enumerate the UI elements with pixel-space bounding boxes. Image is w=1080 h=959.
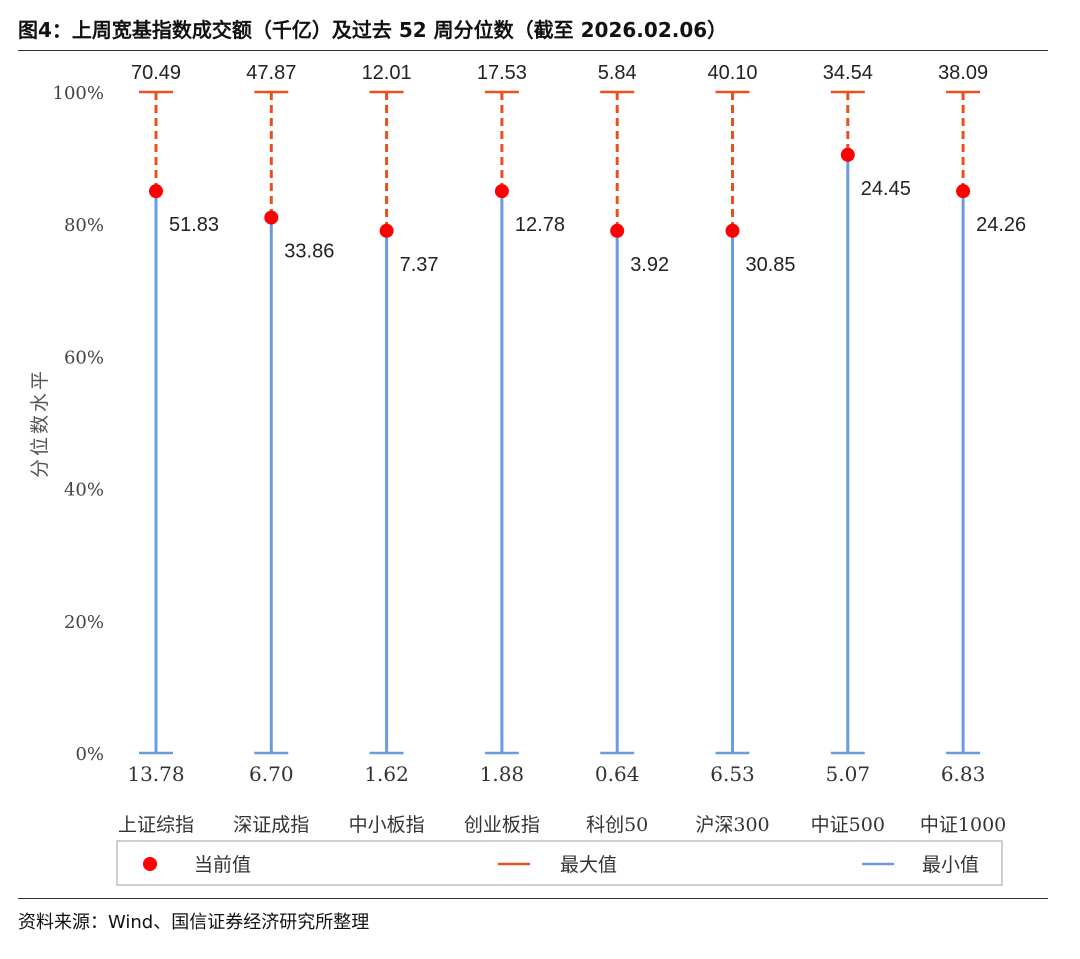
legend-max-label: 最大值 — [560, 854, 617, 876]
category-label: 中证1000 — [920, 814, 1006, 836]
current-value-point — [264, 210, 279, 225]
current-value-label: 30.85 — [746, 254, 796, 276]
labels-group: 70.49 51.83 13.78 上证综指 47.87 33.86 6.70 深证成指 12.… — [118, 62, 1026, 836]
legend-current-marker — [143, 857, 157, 871]
series-group — [139, 90, 981, 755]
current-value-point — [610, 223, 625, 238]
legend-min-label: 最小值 — [922, 854, 979, 876]
max-value-label: 34.54 — [823, 62, 873, 84]
current-value-label: 7.37 — [400, 254, 439, 276]
min-value-label: 6.83 — [941, 762, 986, 786]
category-label: 沪深300 — [695, 814, 769, 836]
current-value-point — [956, 184, 971, 199]
chart-title: 图4：上周宽基指数成交额（千亿）及过去 52 周分位数（截至 2026.02.0… — [18, 18, 728, 42]
max-value-label: 70.49 — [131, 62, 181, 84]
min-value-label: 5.07 — [826, 762, 871, 786]
category-label: 中小板指 — [349, 814, 425, 836]
min-value-label: 1.88 — [480, 762, 525, 786]
current-value-point — [494, 184, 509, 199]
current-value-point — [379, 223, 394, 238]
y-tick-label: 40% — [64, 480, 104, 501]
min-value-label: 13.78 — [127, 762, 184, 786]
current-value-label: 33.86 — [284, 241, 334, 263]
current-value-point — [725, 223, 740, 238]
y-axis-label: 分位数水平 — [29, 368, 51, 478]
category-label: 中证500 — [811, 814, 885, 836]
min-value-label: 0.64 — [595, 762, 640, 786]
source-note: 资料来源：Wind、国信证券经济研究所整理 — [18, 912, 370, 933]
source-rule — [18, 898, 1048, 899]
category-label: 上证综指 — [118, 814, 194, 836]
min-value-label: 1.62 — [364, 762, 409, 786]
min-value-label: 6.70 — [249, 762, 294, 786]
y-tick-label: 60% — [64, 347, 104, 368]
legend-current-label: 当前值 — [194, 854, 251, 876]
min-value-label: 6.53 — [710, 762, 755, 786]
max-value-label: 17.53 — [477, 62, 527, 84]
legend: 当前值 最大值 最小值 — [143, 854, 979, 876]
y-tick-label: 80% — [64, 215, 104, 236]
current-value-label: 24.45 — [861, 178, 911, 200]
max-value-label: 5.84 — [598, 62, 637, 84]
current-value-label: 3.92 — [630, 254, 669, 276]
y-tick-label: 20% — [64, 612, 104, 633]
max-value-label: 47.87 — [246, 62, 296, 84]
max-value-label: 12.01 — [362, 62, 412, 84]
category-label: 科创50 — [586, 814, 648, 836]
current-value-point — [149, 184, 163, 199]
category-label: 创业板指 — [464, 814, 540, 836]
title-rule — [18, 50, 1048, 51]
legend-box — [116, 840, 1003, 886]
current-value-label: 24.26 — [976, 214, 1026, 236]
y-tick-label: 100% — [53, 83, 104, 104]
max-value-label: 38.09 — [938, 62, 988, 84]
category-label: 深证成指 — [233, 814, 309, 836]
current-value-point — [840, 147, 855, 162]
y-axis: 0% 20% 40% 60% 80% 100% — [53, 83, 104, 765]
y-tick-label: 0% — [75, 744, 104, 765]
current-value-label: 12.78 — [515, 214, 565, 236]
current-value-label: 51.83 — [169, 214, 219, 236]
max-value-label: 40.10 — [707, 62, 757, 84]
